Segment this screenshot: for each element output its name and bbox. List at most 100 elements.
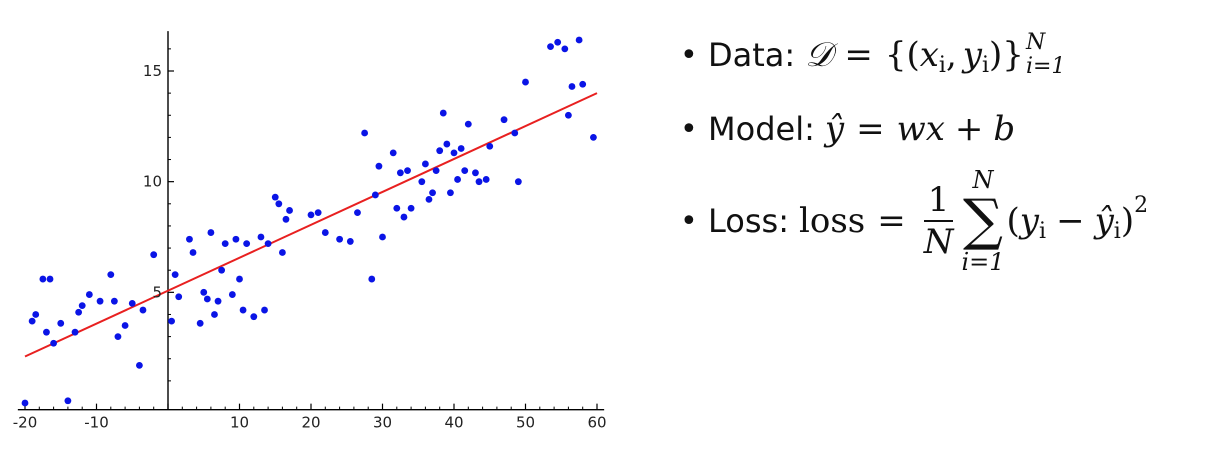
data-point bbox=[432, 167, 440, 175]
square-exponent: 2 bbox=[1134, 192, 1149, 218]
data-point bbox=[454, 176, 461, 183]
data-point bbox=[418, 178, 426, 186]
data-point bbox=[554, 38, 562, 46]
data-point bbox=[228, 291, 236, 298]
plus-sign: + bbox=[954, 109, 984, 149]
data-point bbox=[136, 361, 143, 369]
data-point bbox=[28, 317, 36, 325]
yhat-subscript: i bbox=[1113, 218, 1121, 244]
fraction-denominator: N bbox=[923, 222, 954, 262]
x-tick-label: 40 bbox=[444, 414, 463, 432]
data-point bbox=[200, 288, 208, 296]
data-point bbox=[196, 319, 204, 327]
data-point bbox=[461, 167, 469, 175]
data-point bbox=[450, 149, 458, 157]
data-point bbox=[425, 195, 433, 203]
data-point bbox=[214, 297, 222, 305]
data-point bbox=[218, 266, 226, 274]
yhat-var: ŷ bbox=[824, 109, 845, 149]
equals-sign: = bbox=[856, 109, 885, 149]
data-point bbox=[400, 213, 408, 221]
data-point bbox=[282, 215, 290, 223]
data-point bbox=[221, 240, 229, 248]
data-point bbox=[346, 238, 354, 245]
data-point bbox=[43, 328, 50, 336]
data-point bbox=[57, 319, 65, 327]
bullet-dot: • bbox=[680, 37, 698, 73]
data-point bbox=[21, 399, 29, 407]
x-tick-label: -10 bbox=[84, 414, 109, 432]
y-tick-label: 15 bbox=[143, 62, 162, 80]
loss-word: loss bbox=[798, 201, 866, 241]
data-point bbox=[175, 293, 183, 301]
data-point bbox=[64, 397, 72, 405]
fraction-numerator: 1 bbox=[923, 180, 954, 222]
data-point bbox=[447, 189, 454, 197]
scatter-chart: -20 -10 10 20 30 40 50 60 5 10 15 bbox=[13, 31, 607, 432]
data-point bbox=[128, 300, 136, 307]
data-point bbox=[85, 291, 93, 298]
data-point bbox=[236, 275, 243, 283]
data-point bbox=[189, 249, 197, 256]
data-point bbox=[243, 240, 251, 248]
comma: , bbox=[945, 35, 957, 75]
data-point bbox=[514, 178, 522, 186]
b-var: b bbox=[993, 109, 1016, 149]
data-point bbox=[575, 36, 583, 44]
fit-line-group bbox=[24, 92, 598, 358]
data-point bbox=[39, 275, 47, 283]
data-point bbox=[271, 193, 279, 201]
x-tick-label: 10 bbox=[230, 414, 249, 432]
sum-lower-limit: i=1 bbox=[961, 248, 1005, 276]
chart-axes bbox=[17, 31, 605, 411]
close-brace: )} bbox=[989, 35, 1024, 75]
data-point bbox=[121, 322, 129, 329]
y-var: y bbox=[962, 35, 982, 75]
data-point bbox=[46, 275, 54, 283]
x-tick-label: 50 bbox=[516, 414, 535, 432]
bullet-model: • Model: ŷ = w x + b bbox=[680, 92, 1200, 166]
data-point bbox=[429, 189, 436, 197]
regression-line bbox=[24, 92, 598, 358]
fraction: 1 N bbox=[924, 180, 954, 262]
equals-sign: = bbox=[877, 201, 906, 241]
bullet-model-label: Model: bbox=[708, 110, 815, 148]
yhat-var: ŷ bbox=[1094, 201, 1114, 241]
data-point bbox=[354, 209, 361, 217]
data-point bbox=[314, 209, 322, 217]
data-point bbox=[379, 233, 386, 241]
y-tick-label: 10 bbox=[143, 173, 162, 191]
minus-sign: − bbox=[1056, 201, 1085, 241]
data-point bbox=[336, 235, 343, 243]
data-point bbox=[275, 200, 283, 208]
x-subscript: i bbox=[938, 52, 946, 78]
data-point bbox=[279, 249, 286, 256]
data-point bbox=[257, 233, 265, 241]
data-point bbox=[96, 297, 104, 305]
y-subscript: i bbox=[982, 52, 990, 78]
data-point bbox=[565, 111, 572, 119]
data-point bbox=[186, 235, 193, 243]
data-points-group bbox=[21, 36, 597, 407]
data-point bbox=[371, 191, 379, 199]
x-var: x bbox=[919, 35, 939, 75]
data-point bbox=[500, 116, 508, 124]
data-point bbox=[375, 162, 383, 170]
data-point bbox=[368, 275, 376, 283]
data-point bbox=[439, 109, 447, 117]
dataset-symbol: 𝒟 bbox=[805, 35, 833, 75]
data-point bbox=[407, 204, 415, 212]
data-point bbox=[404, 167, 411, 175]
sum-upper-limit: N bbox=[972, 166, 994, 194]
data-point bbox=[389, 149, 397, 157]
data-point bbox=[464, 120, 472, 128]
y-tick-label: 5 bbox=[152, 283, 162, 301]
x-tick-label: 60 bbox=[587, 414, 606, 432]
x-var: x bbox=[925, 109, 945, 149]
data-point bbox=[307, 211, 315, 219]
open-brace: {( bbox=[884, 35, 920, 75]
sigma-symbol: ∑ bbox=[963, 188, 1003, 253]
x-tick-label: -20 bbox=[13, 414, 38, 432]
